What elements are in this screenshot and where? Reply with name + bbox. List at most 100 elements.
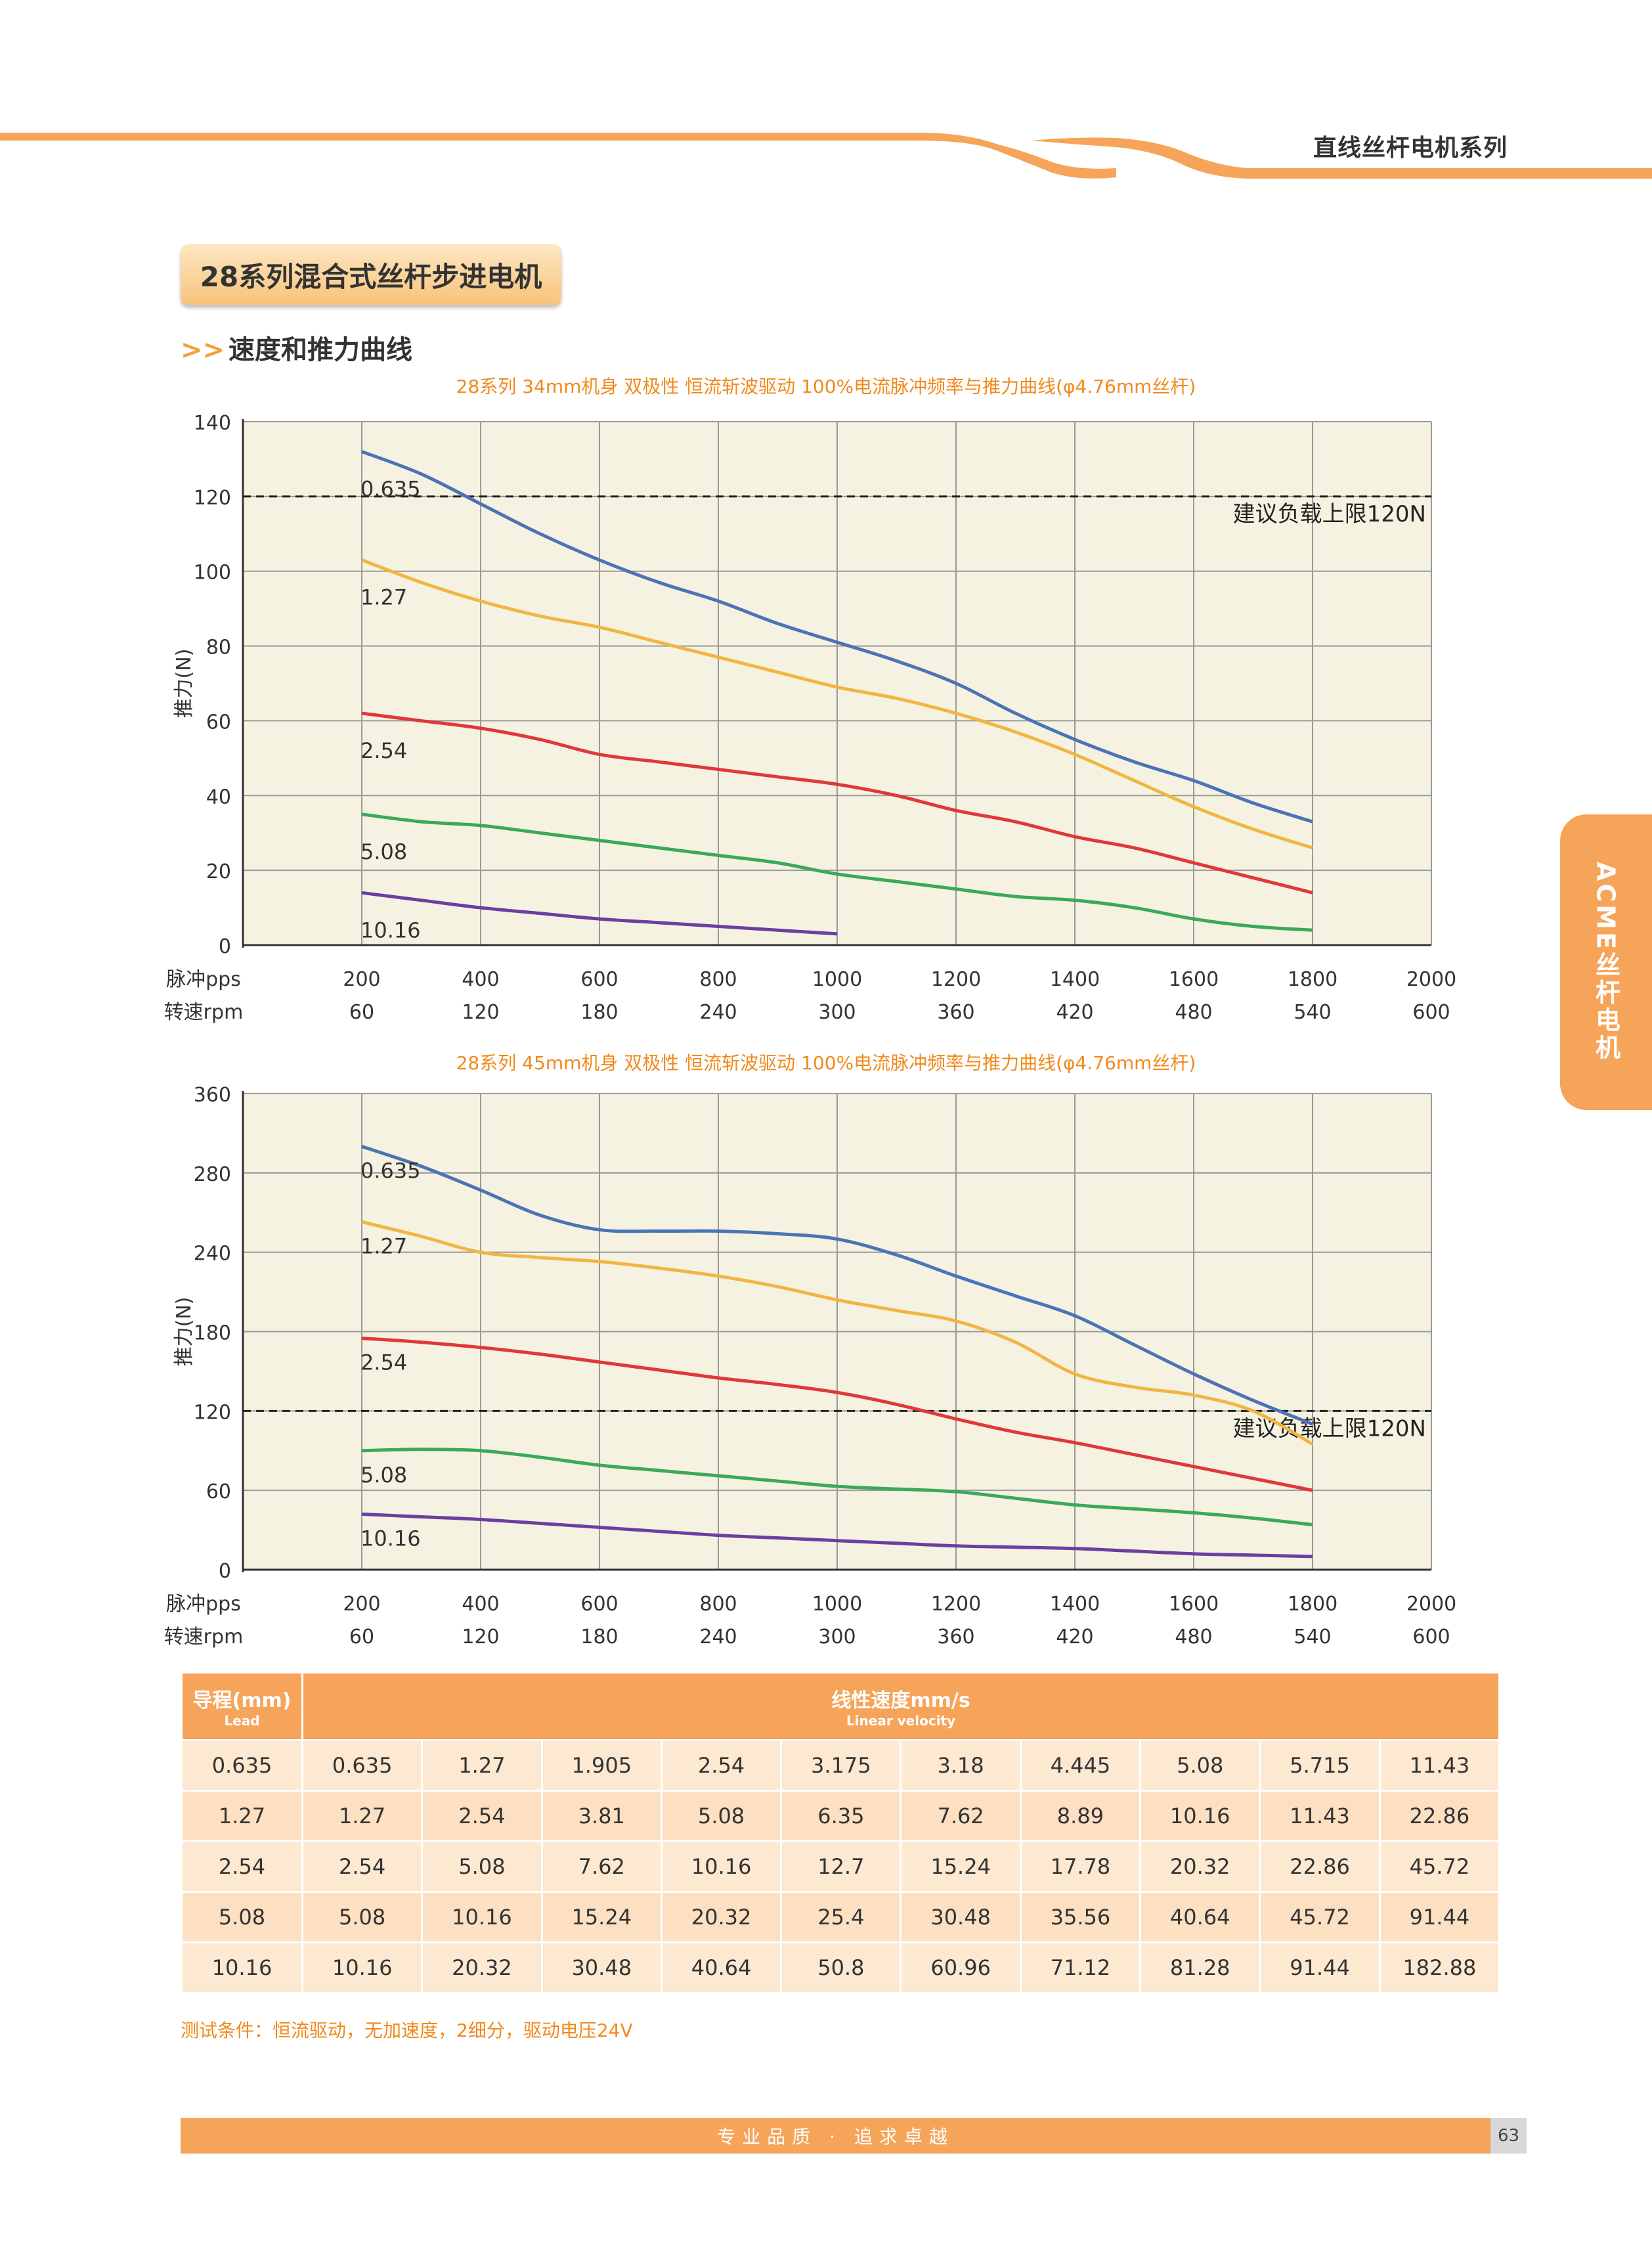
y-tick-label: 0 bbox=[219, 1560, 231, 1583]
x2-tick-label: 420 bbox=[1056, 1001, 1093, 1024]
velocity-cell: 22.86 bbox=[1259, 1840, 1381, 1893]
y-tick-label: 100 bbox=[194, 562, 231, 585]
velocity-cell: 17.78 bbox=[1019, 1840, 1142, 1893]
series-line bbox=[361, 558, 1313, 850]
velocity-cell: 2.54 bbox=[660, 1739, 783, 1792]
velocity-cell: 7.62 bbox=[540, 1840, 663, 1893]
velocity-cell: 91.44 bbox=[1378, 1891, 1501, 1943]
x-tick-label: 2000 bbox=[1406, 968, 1456, 991]
velocity-cell: 3.81 bbox=[540, 1790, 663, 1842]
series-label: 10.16 bbox=[360, 918, 421, 942]
x-tick-label: 1000 bbox=[812, 968, 862, 991]
x-tick-label: 1400 bbox=[1050, 1593, 1100, 1616]
velocity-cell: 35.56 bbox=[1019, 1891, 1142, 1943]
series-label: 5.08 bbox=[360, 1463, 407, 1488]
lead-cell: 1.27 bbox=[181, 1790, 303, 1842]
y-tick-label: 40 bbox=[206, 786, 231, 808]
table-row: 5.08 5.08 10.16 15.24 20.32 25.4 30.48 35.56 40.… bbox=[181, 1891, 1501, 1943]
velocity-header-en: Linear velocity bbox=[846, 1713, 956, 1729]
x-tick-label: 1800 bbox=[1288, 1593, 1337, 1616]
velocity-cell: 8.89 bbox=[1019, 1790, 1142, 1842]
x2-tick-label: 360 bbox=[937, 1001, 974, 1024]
velocity-table: 导程(mm) Lead 线性速度mm/s Linear velocity 0.635… bbox=[181, 1671, 1501, 1994]
header-wave-right bbox=[1031, 137, 1652, 179]
chart-2-title: 28系列 45mm机身 双极性 恒流斩波驱动 100%电流脉冲频率与推力曲线(φ… bbox=[456, 1052, 1196, 1074]
lead-header-en: Lead bbox=[224, 1713, 260, 1729]
velocity-cell: 1.27 bbox=[301, 1790, 424, 1842]
header-wave-left bbox=[0, 133, 1116, 179]
x-tick-label: 200 bbox=[343, 1593, 380, 1616]
series-line bbox=[361, 812, 1313, 932]
series-label: 10.16 bbox=[360, 1526, 421, 1551]
velocity-cell: 81.28 bbox=[1139, 1941, 1261, 1994]
y-tick-label: 120 bbox=[194, 487, 231, 510]
chart-1: 0 20 40 60 80 100 120 140 脉冲pps 转速rpm 200 60 400 120 6… bbox=[164, 412, 1456, 1024]
series-label: 2.54 bbox=[360, 738, 407, 763]
velocity-cell: 50.8 bbox=[780, 1941, 902, 1994]
x2-tick-label: 60 bbox=[349, 1001, 374, 1024]
velocity-cell: 5.08 bbox=[1139, 1739, 1261, 1792]
section-title: 28系列混合式丝杆步进电机 bbox=[200, 260, 542, 293]
table-row: 1.27 1.27 2.54 3.81 5.08 6.35 7.62 8.89 10.16 11.… bbox=[181, 1790, 1501, 1842]
x2-tick-label: 60 bbox=[349, 1626, 374, 1649]
footer-bar: 专业品质 · 追求卓越 bbox=[181, 2118, 1490, 2154]
x2-tick-label: 600 bbox=[1412, 1001, 1450, 1024]
velocity-cell: 10.16 bbox=[301, 1941, 424, 1994]
velocity-cell: 20.32 bbox=[421, 1941, 543, 1994]
x-tick-label: 800 bbox=[699, 1593, 737, 1616]
side-tab-label: ACME丝杆电机 bbox=[1591, 862, 1620, 1063]
x-tick-label: 200 bbox=[343, 968, 380, 991]
series-line bbox=[361, 1337, 1313, 1492]
x-tick-label: 1600 bbox=[1169, 968, 1219, 991]
x2-tick-label: 480 bbox=[1175, 1001, 1212, 1024]
x-tick-label: 1800 bbox=[1288, 968, 1337, 991]
series-line bbox=[361, 891, 838, 936]
x-tick-label: 800 bbox=[699, 968, 737, 991]
table-row: 0.635 0.635 1.27 1.905 2.54 3.175 3.18 4.445 5.0… bbox=[181, 1739, 1501, 1792]
velocity-cell: 30.48 bbox=[900, 1891, 1022, 1943]
velocity-cell: 15.24 bbox=[900, 1840, 1022, 1893]
x2-tick-label: 120 bbox=[462, 1626, 499, 1649]
velocity-cell: 1.905 bbox=[540, 1739, 663, 1792]
y-axis-label: 推力(N) bbox=[173, 649, 196, 719]
velocity-cell: 5.08 bbox=[421, 1840, 543, 1893]
series-line bbox=[361, 711, 1313, 895]
velocity-cell: 25.4 bbox=[780, 1891, 902, 1943]
x-tick-label: 1200 bbox=[931, 1593, 981, 1616]
lead-cell: 2.54 bbox=[181, 1840, 303, 1893]
velocity-cell: 2.54 bbox=[421, 1790, 543, 1842]
velocity-cell: 40.64 bbox=[1139, 1891, 1261, 1943]
series-label: 1.27 bbox=[360, 1233, 407, 1258]
x-tick-label: 1400 bbox=[1050, 968, 1100, 991]
velocity-cell: 4.445 bbox=[1019, 1739, 1142, 1792]
test-conditions-note: 测试条件：恒流驱动，无加速度，2细分，驱动电压24V bbox=[181, 2020, 633, 2041]
subtitle-text: 速度和推力曲线 bbox=[228, 335, 413, 365]
x2-tick-label: 420 bbox=[1056, 1626, 1093, 1649]
series-line bbox=[361, 450, 1313, 824]
x-tick-label: 1000 bbox=[812, 1593, 862, 1616]
x2-tick-label: 360 bbox=[937, 1626, 974, 1649]
velocity-cell: 5.08 bbox=[301, 1891, 424, 1943]
lead-cell: 5.08 bbox=[181, 1891, 303, 1943]
x2-tick-label: 180 bbox=[580, 1001, 618, 1024]
x2-tick-label: 540 bbox=[1293, 1001, 1331, 1024]
table-row: 2.54 2.54 5.08 7.62 10.16 12.7 15.24 17.78 20.32… bbox=[181, 1840, 1501, 1893]
lead-cell: 10.16 bbox=[181, 1941, 303, 1994]
y-tick-label: 180 bbox=[194, 1322, 231, 1345]
y-tick-label: 60 bbox=[206, 1480, 231, 1503]
velocity-cell: 40.64 bbox=[660, 1941, 783, 1994]
series-label: 0.635 bbox=[360, 1159, 421, 1184]
x-tick-label: 1600 bbox=[1169, 1593, 1219, 1616]
velocity-cell: 3.18 bbox=[900, 1739, 1022, 1792]
velocity-cell: 22.86 bbox=[1378, 1790, 1501, 1842]
y-tick-label: 360 bbox=[194, 1084, 231, 1107]
x2-tick-label: 600 bbox=[1412, 1626, 1450, 1649]
series-label: 2.54 bbox=[360, 1350, 407, 1375]
x-tick-label: 1200 bbox=[931, 968, 981, 991]
velocity-cell: 20.32 bbox=[660, 1891, 783, 1943]
velocity-cell: 5.08 bbox=[660, 1790, 783, 1842]
velocity-cell: 182.88 bbox=[1378, 1941, 1501, 1994]
velocity-cell: 7.62 bbox=[900, 1790, 1022, 1842]
header-wave bbox=[0, 133, 1652, 179]
x2-row-label: 转速rpm bbox=[164, 1626, 244, 1649]
